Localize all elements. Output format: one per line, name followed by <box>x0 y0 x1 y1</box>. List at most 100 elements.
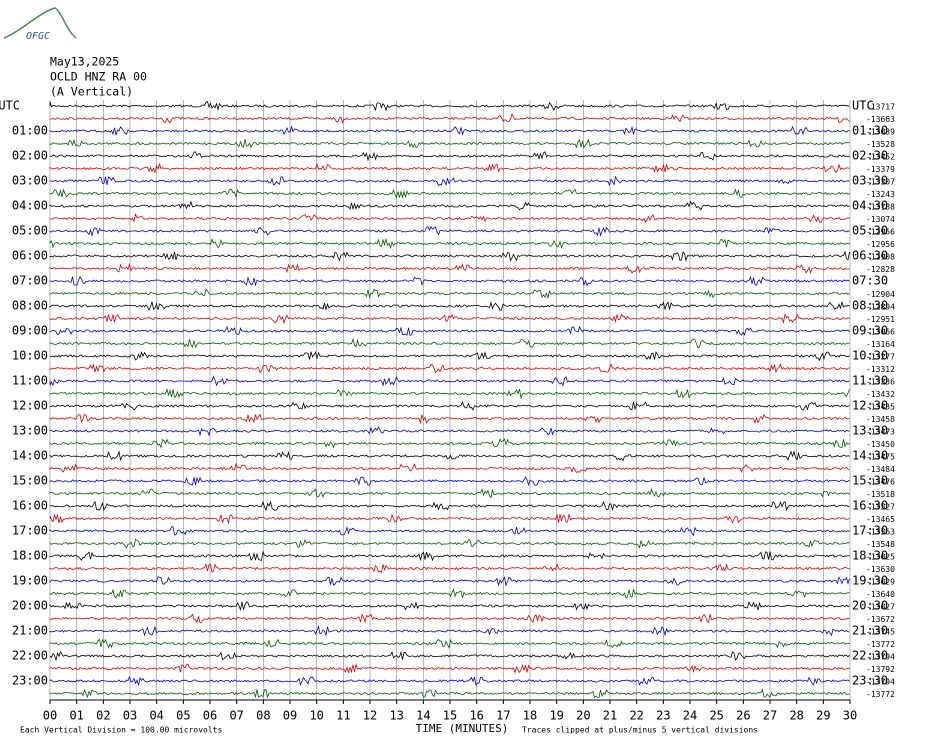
right-time-label: 01:30 <box>852 124 888 138</box>
right-time-label: 03:30 <box>852 174 888 188</box>
clip-note: Traces clipped at plus/minus 5 vertical … <box>522 726 758 735</box>
trace <box>49 237 850 249</box>
trace <box>49 526 850 537</box>
x-tick-label: 13 <box>389 709 403 723</box>
trace <box>49 625 850 637</box>
trace-offset: -13745 <box>866 628 895 637</box>
right-time-label: 08:30 <box>852 299 888 313</box>
x-tick-label: 28 <box>789 709 803 723</box>
x-tick-label: 02 <box>96 709 110 723</box>
trace <box>49 350 850 362</box>
right-time-label: 04:30 <box>852 199 888 213</box>
trace <box>49 588 850 599</box>
left-time-label: 17:00 <box>12 524 48 538</box>
logo-mountain <box>3 7 77 39</box>
x-tick-label: 14 <box>416 709 430 723</box>
x-tick-label: 11 <box>336 709 350 723</box>
x-tick-label: 22 <box>629 709 643 723</box>
trace-offset: -13663 <box>866 115 895 124</box>
left-time-label: 22:00 <box>12 649 48 663</box>
trace <box>49 613 850 624</box>
trace-offset: -13164 <box>866 340 895 349</box>
left-time-label: 16:00 <box>12 499 48 513</box>
x-tick-label: 18 <box>523 709 537 723</box>
x-tick-label: 25 <box>709 709 723 723</box>
trace-offset: -13563 <box>866 528 895 537</box>
left-time-label: 05:00 <box>12 224 48 238</box>
right-time-label: 22:30 <box>852 649 888 663</box>
trace <box>49 401 850 411</box>
trace <box>49 675 850 687</box>
trace-offset: -13465 <box>866 515 895 524</box>
x-tick-label: 04 <box>149 709 163 723</box>
trace <box>49 388 850 400</box>
trace-offset: -13475 <box>866 453 895 462</box>
trace-offset: -13518 <box>866 490 895 499</box>
trace-offset: -12894 <box>866 303 895 312</box>
trace <box>49 650 850 661</box>
x-tick-label: 06 <box>203 709 217 723</box>
right-time-label: 09:30 <box>852 324 888 338</box>
x-tick-label: 29 <box>816 709 830 723</box>
left-time-label: 02:00 <box>12 149 48 163</box>
trace-offset: -13640 <box>866 590 895 599</box>
right-time-label: 10:30 <box>852 349 888 363</box>
trace <box>49 125 850 136</box>
x-tick-label: 10 <box>309 709 323 723</box>
trace-offset: -12966 <box>866 228 895 237</box>
trace <box>49 375 850 387</box>
left-time-label: 06:00 <box>12 249 48 263</box>
trace-offset: -13772 <box>866 640 895 649</box>
trace-offset: -13772 <box>866 690 895 699</box>
trace <box>49 300 850 312</box>
x-tick-label: 15 <box>443 709 457 723</box>
trace <box>49 188 850 199</box>
trace-offset: -13473 <box>866 428 895 437</box>
trace-offset: -13792 <box>866 665 895 674</box>
right-time-label: 20:30 <box>852 599 888 613</box>
trace <box>49 175 850 187</box>
trace-offset: -13484 <box>866 465 895 474</box>
trace-offset: -13243 <box>866 190 895 199</box>
trace <box>49 337 850 349</box>
trace-offset: -12828 <box>866 265 895 274</box>
right-time-label: 13:30 <box>852 424 888 438</box>
right-time-label: UTC <box>852 99 874 113</box>
trace <box>49 101 850 112</box>
trace-offset: -13528 <box>866 140 895 149</box>
right-time-label: 02:30 <box>852 149 888 163</box>
left-time-label: 13:00 <box>12 424 48 438</box>
left-time-label: 23:00 <box>12 674 48 688</box>
traces <box>49 101 850 699</box>
scale-note: Each Vertical Division = 100.00 microvol… <box>20 726 222 735</box>
trace-offset: -12904 <box>866 290 895 299</box>
left-time-label: 11:00 <box>12 374 48 388</box>
trace-offset: -13307 <box>866 178 895 187</box>
left-time-label: 01:00 <box>12 124 48 138</box>
x-tick-label: 30 <box>843 709 857 723</box>
x-tick-label: 16 <box>469 709 483 723</box>
left-time-label: 15:00 <box>12 474 48 488</box>
trace-offset: -13527 <box>866 503 895 512</box>
x-tick-label: 27 <box>763 709 777 723</box>
x-tick-label: 20 <box>576 709 590 723</box>
trace-offset: -13336 <box>866 378 895 387</box>
trace <box>49 426 850 437</box>
trace <box>49 513 850 525</box>
trace <box>49 663 850 675</box>
right-time-label: 17:30 <box>852 524 888 538</box>
right-time-label: 11:30 <box>852 374 888 388</box>
trace <box>49 487 850 499</box>
trace <box>49 413 850 425</box>
left-time-label: 18:00 <box>12 549 48 563</box>
x-tick-label: 21 <box>603 709 617 723</box>
trace-offset: -13476 <box>866 478 895 487</box>
right-time-label: 12:30 <box>852 399 888 413</box>
right-time-label: 06:30 <box>852 249 888 263</box>
left-time-label: 08:00 <box>12 299 48 313</box>
trace <box>49 538 850 549</box>
left-time-label: 03:00 <box>12 174 48 188</box>
labels: 00 01 02 03 04 05 06 07 08 09 10 11 12 13 14 15 16 17 18 19… <box>0 99 895 723</box>
trace-offset: -13435 <box>866 403 895 412</box>
